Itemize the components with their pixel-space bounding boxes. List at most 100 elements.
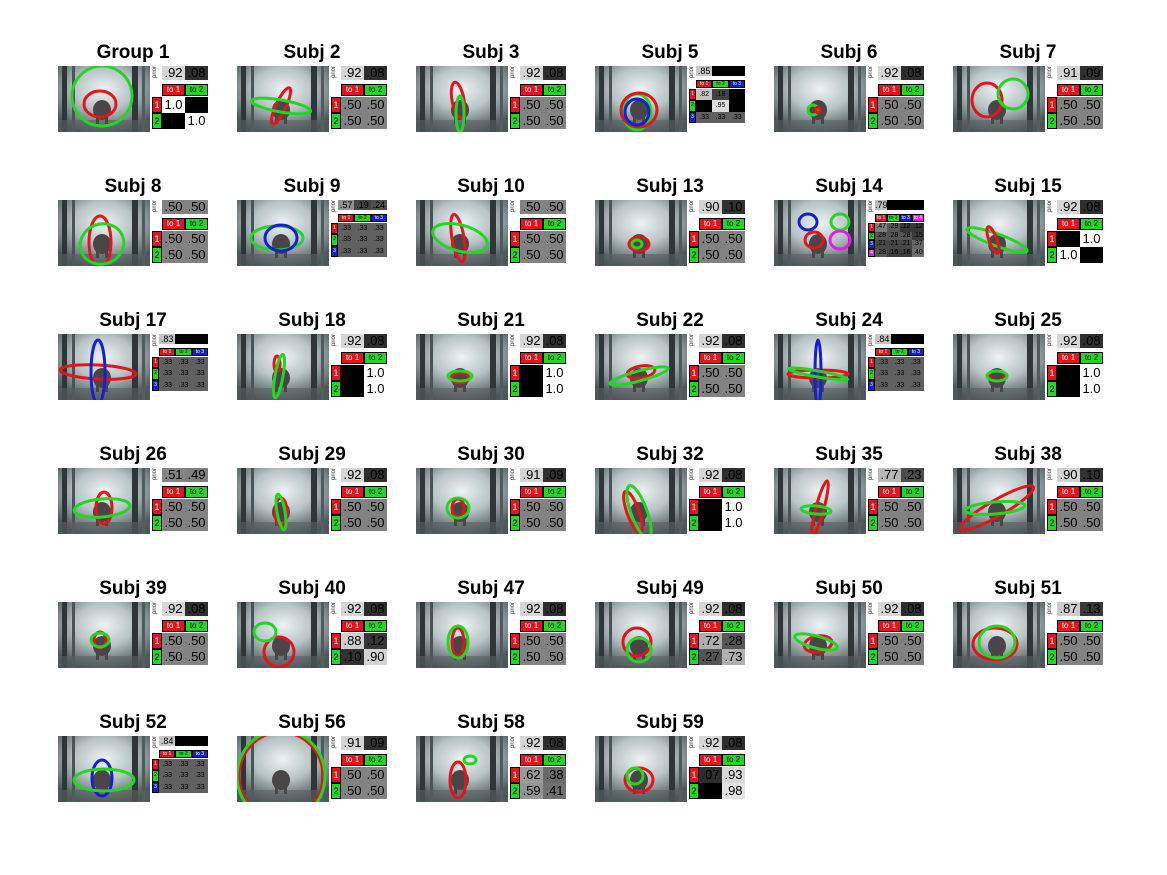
overlay-image (774, 66, 866, 132)
subject-panel: Subj 21 prior .92.08 to 1 to 2 1 1.0 2 1.0 (416, 310, 591, 410)
row-label-state-2: 2 (1047, 381, 1057, 397)
row-label-state-1: 1 (331, 97, 341, 113)
row-label-state-1: 1 (689, 89, 696, 101)
forest-thumbnail (58, 468, 150, 534)
transition-cell: .62 (520, 767, 543, 783)
transition-cell: .33 (370, 223, 387, 235)
transition-cell: .33 (338, 234, 355, 246)
column-header-to-1: to 1 (875, 214, 888, 222)
transition-cell: .41 (543, 783, 566, 799)
prior-label: prior (689, 333, 695, 346)
transition-cell: .28 (899, 231, 912, 240)
subject-panel: Subj 5 prior .85 to 1 to 2 to 3 1.82.18 2.95 3.3… (595, 42, 770, 142)
transition-cell: .33 (159, 357, 176, 369)
transition-cell (520, 381, 543, 397)
transition-cell: .50 (543, 247, 566, 263)
prior-label: prior (868, 199, 874, 212)
subject-panel: Subj 56 prior .91.09 to 1 to 2 1.50.50 2.50.50 (237, 712, 412, 812)
transition-matrix: prior .90.10 to 1 to 2 1.50.50 2.50.50 (1047, 468, 1111, 534)
row-label-state-1: 1 (868, 633, 878, 649)
prior-cell: .90 (699, 200, 722, 214)
row-label-state-1: 1 (331, 499, 341, 515)
prior-label: prior (152, 199, 158, 212)
column-header-to-2: to 2 (175, 750, 192, 758)
column-header-to-3: to 3 (191, 348, 208, 356)
prior-label: prior (868, 601, 874, 614)
row-label-state-2: 2 (868, 368, 875, 380)
transition-cell: .33 (728, 111, 745, 123)
column-header-to-3: to 3 (899, 214, 912, 222)
row-label-state-1: 1 (510, 633, 520, 649)
prior-cell (728, 66, 745, 76)
transition-cell: .50 (901, 649, 924, 665)
subject-panel: Subj 17 prior .83 to 1 to 2 to 3 1.33.33.33 2.3… (58, 310, 233, 410)
column-header-to-2: to 2 (901, 486, 924, 498)
column-header-to-1: to 1 (341, 620, 364, 632)
transition-cell: .33 (175, 368, 192, 380)
column-header-to-1: to 1 (696, 80, 713, 88)
row-label-state-1: 1 (868, 97, 878, 113)
transition-cell: .50 (162, 247, 185, 263)
overlay-image (58, 602, 150, 668)
overlay-image (237, 468, 329, 534)
overlay-image (774, 602, 866, 668)
state-2-ellipse (462, 754, 478, 766)
column-header-to-2: to 2 (543, 84, 566, 96)
column-header-to-2: to 2 (891, 348, 908, 356)
transition-cell: .16 (899, 248, 912, 257)
prior-cell: .08 (901, 66, 924, 80)
row-label-state-1: 1 (152, 759, 159, 771)
subject-panel: Subj 38 prior .90.10 to 1 to 2 1.50.50 2.50.50 (953, 444, 1128, 544)
transition-cell: .33 (191, 379, 208, 391)
prior-cell: .50 (162, 200, 185, 214)
prior-cell: .83 (159, 334, 176, 344)
transition-cell: .50 (341, 499, 364, 515)
forest-thumbnail (595, 334, 687, 400)
state-2-ellipse (630, 238, 644, 250)
column-header-to-1: to 1 (878, 486, 901, 498)
forest-thumbnail (774, 334, 866, 400)
prior-label: prior (510, 333, 516, 346)
transition-cell: .50 (162, 633, 185, 649)
subject-panel: Subj 49 prior .92.08 to 1 to 2 1.72.28 2.27.73 (595, 578, 770, 678)
transition-cell: .50 (364, 783, 387, 799)
panel-title: Subj 9 (283, 176, 341, 197)
transition-matrix: prior .50.50 to 1 to 2 1.50.50 2.50.50 (152, 200, 216, 266)
prior-cell: .84 (159, 736, 176, 746)
transition-cell: .50 (364, 767, 387, 783)
row-label-state-2: 2 (152, 515, 162, 531)
state-2-ellipse (996, 77, 1030, 111)
panel-title: Subj 26 (99, 444, 167, 465)
subject-panel: Subj 14 prior .79 to 1 to 2 to 3 to 4 1.47.29.1… (774, 176, 949, 276)
transition-matrix: prior .50.50 to 1 to 2 1.50.50 2.50.50 (510, 200, 574, 266)
transition-cell: .10 (341, 649, 364, 665)
state-1-ellipse (619, 91, 659, 129)
state-1-ellipse (58, 363, 138, 381)
overlay-image (774, 334, 866, 400)
column-header-to-1: to 1 (520, 620, 543, 632)
transition-cell (1080, 247, 1103, 263)
row-label-state-2: 2 (868, 649, 878, 665)
transition-matrix: prior .92.08 to 1 to 2 1.07.93 2 .98 (689, 736, 753, 802)
column-header-to-2: to 2 (185, 486, 208, 498)
state-2-ellipse (446, 624, 470, 660)
column-header-to-2: to 2 (543, 620, 566, 632)
prior-label: prior (331, 735, 337, 748)
transition-cell: .50 (185, 633, 208, 649)
prior-cell: .91 (1057, 66, 1080, 80)
forest-thumbnail (237, 468, 329, 534)
overlay-image (237, 602, 329, 668)
transition-cell: .50 (878, 113, 901, 129)
prior-cell: .91 (341, 736, 364, 750)
forest-thumbnail (774, 468, 866, 534)
prior-cell: .92 (1057, 200, 1080, 214)
panel-title: Subj 22 (636, 310, 704, 331)
row-label-state-2: 2 (689, 783, 699, 799)
overlay-image (416, 66, 508, 132)
transition-matrix: prior .57.19.24 to 1 to 2 to 3 1.33.33.33 2.33… (331, 200, 395, 266)
transition-cell: .33 (191, 759, 208, 771)
prior-cell: .79 (875, 200, 888, 210)
forest-thumbnail (953, 468, 1045, 534)
transition-cell: .50 (543, 515, 566, 531)
transition-cell: .72 (699, 633, 722, 649)
